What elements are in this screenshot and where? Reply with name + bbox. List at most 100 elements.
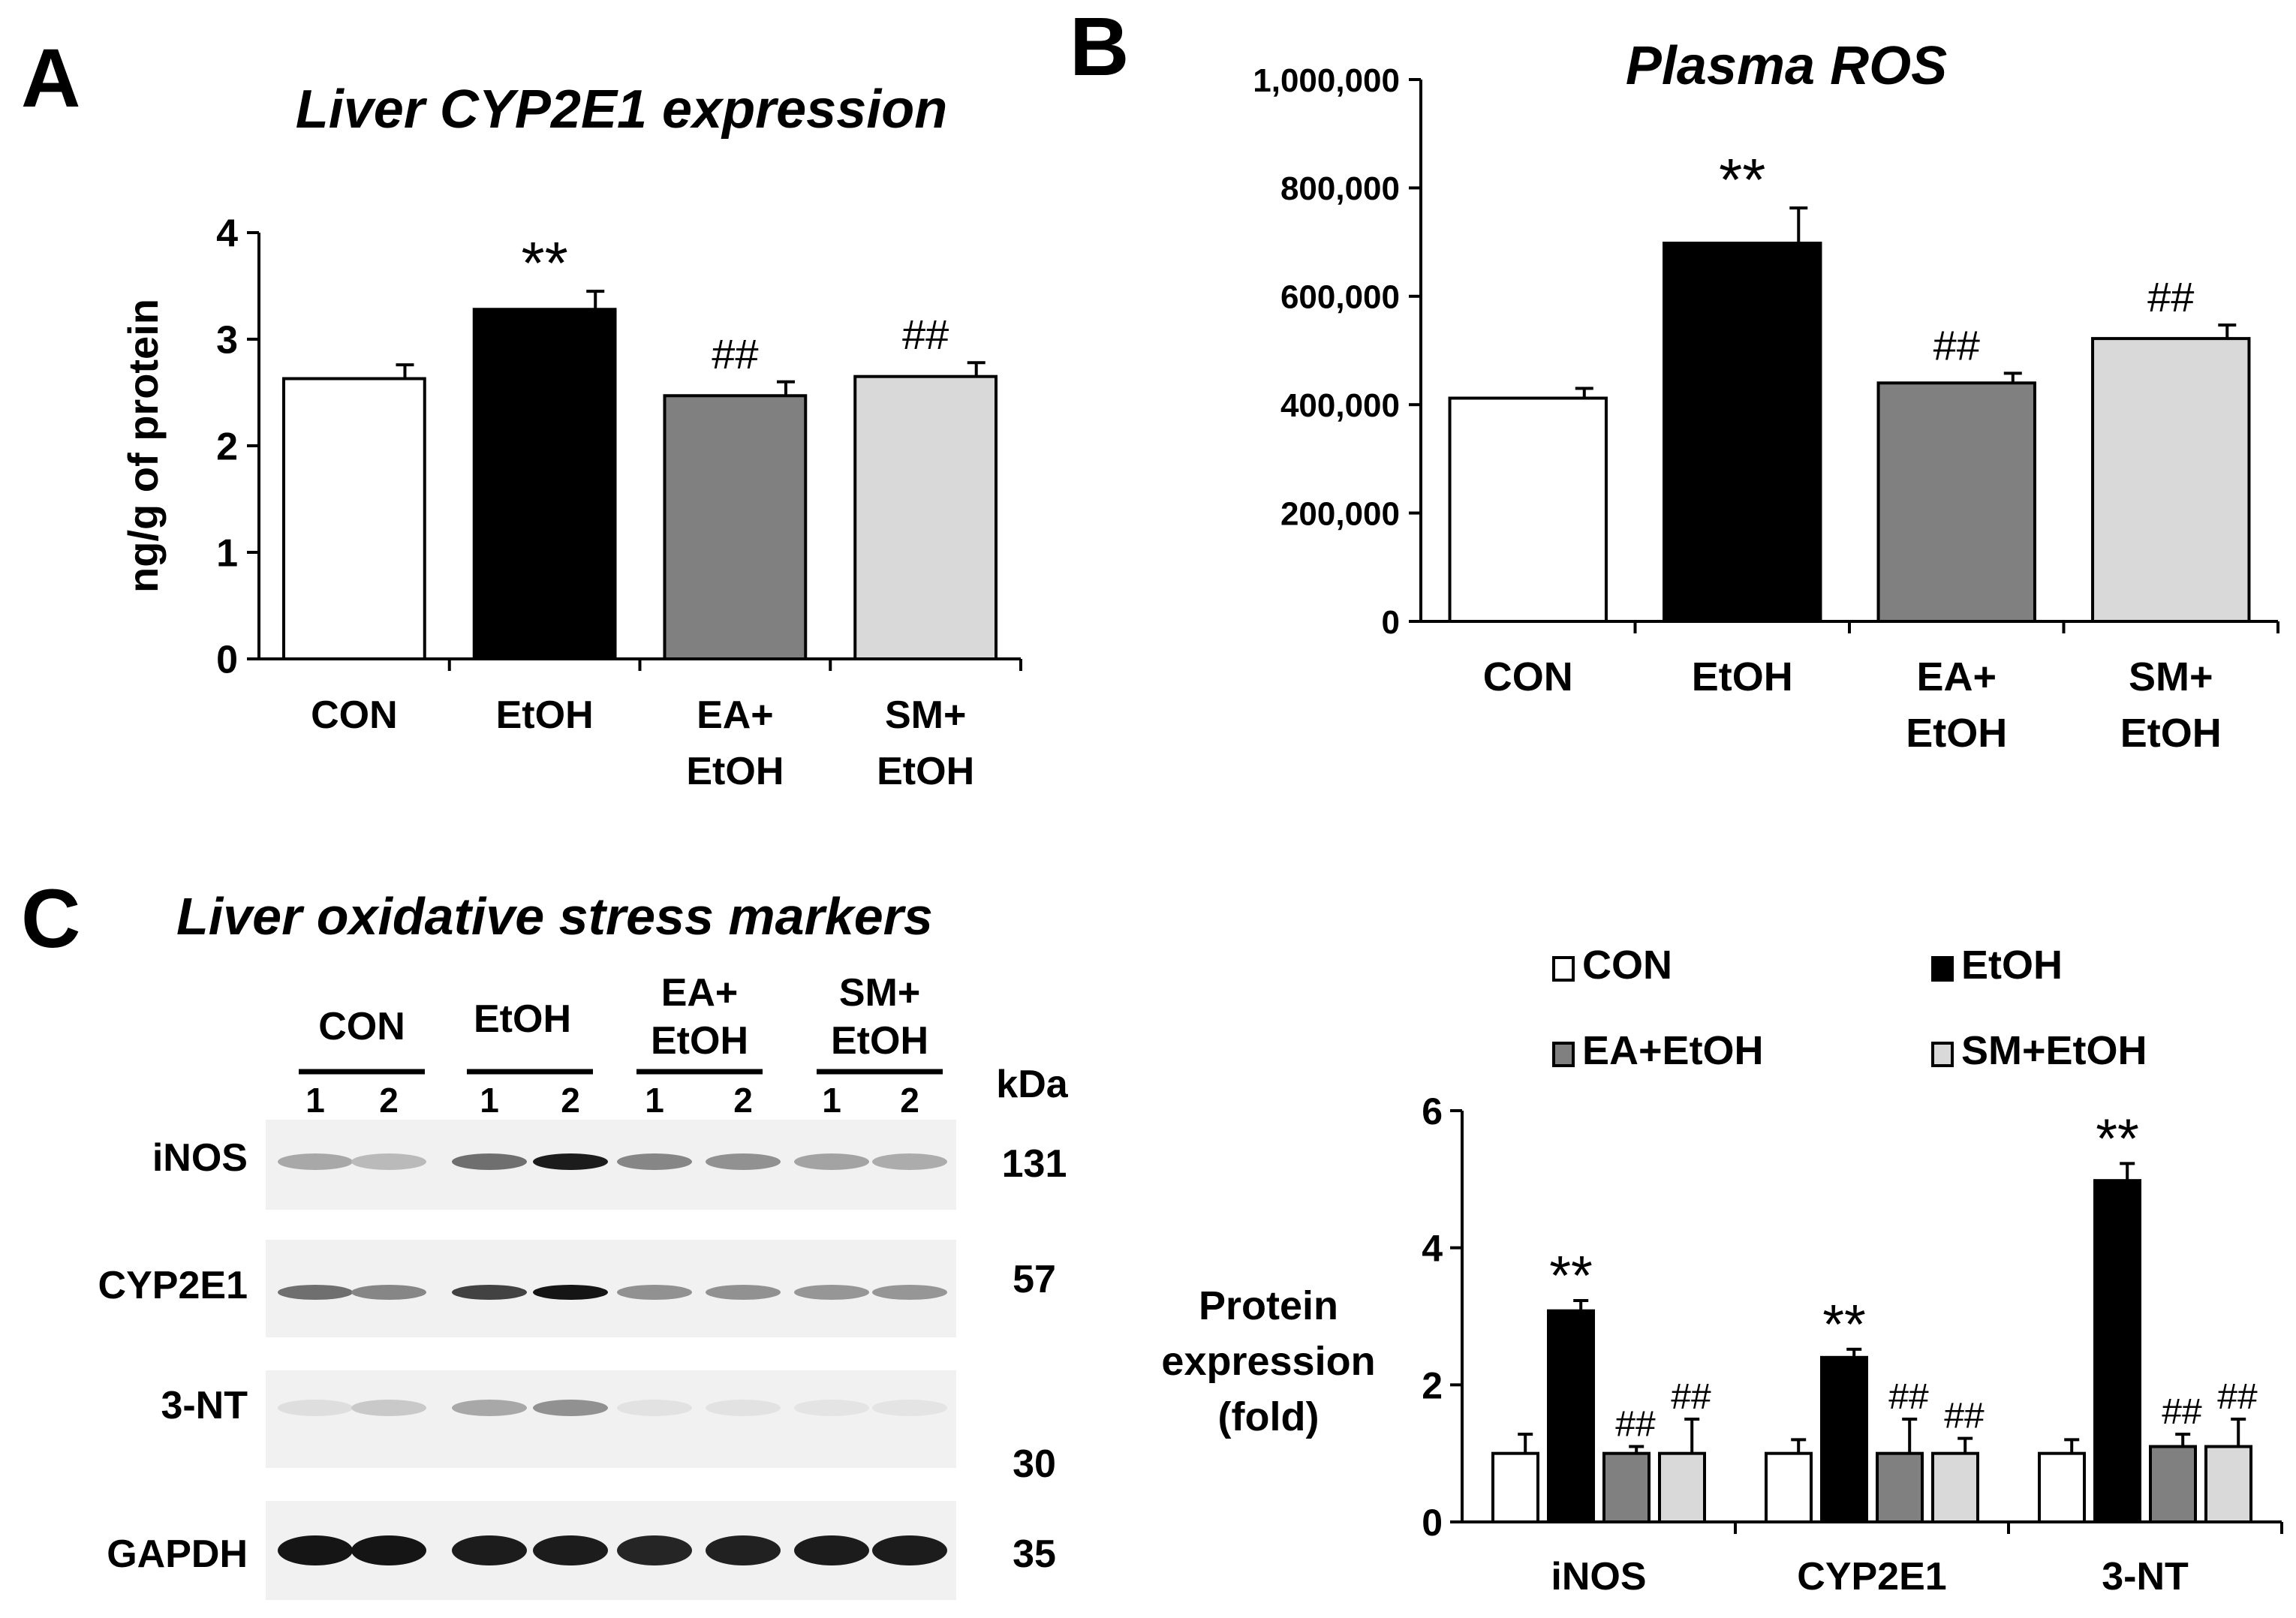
y-tick-label: 0	[216, 639, 238, 682]
blot-title: Liver oxidative stress markers	[176, 887, 933, 946]
y-axis-label: Protein	[1199, 1283, 1338, 1328]
legend-swatch	[1931, 1042, 1954, 1067]
blot-band	[533, 1535, 608, 1565]
blot-band	[278, 1535, 353, 1565]
blot-band	[452, 1400, 527, 1416]
western-blot: Liver oxidative stress markers CON 1 2 EtOH 1…	[98, 887, 1069, 1600]
blot-lane-number: 1	[822, 1081, 841, 1120]
blot-row-label: 3-NT	[161, 1384, 248, 1427]
blot-band	[706, 1400, 781, 1416]
significance-marker: ##	[1615, 1405, 1656, 1445]
significance-marker: **	[1822, 1293, 1866, 1355]
blot-group-label: EtOH	[474, 997, 571, 1041]
legend-swatch	[1552, 956, 1575, 982]
significance-marker: **	[521, 230, 567, 296]
blot-group-label: EA+	[661, 971, 739, 1015]
blot-band	[794, 1400, 869, 1416]
x-category-label: EtOH	[877, 750, 974, 793]
blot-lane-number: 2	[900, 1081, 919, 1120]
x-category-label: EtOH	[1692, 654, 1793, 699]
significance-marker: ##	[2162, 1392, 2202, 1432]
x-category-label: 3-NT	[2102, 1555, 2189, 1598]
significance-marker: ##	[1944, 1397, 1985, 1436]
blot-band	[617, 1400, 692, 1416]
x-category-label: CON	[1483, 654, 1573, 699]
x-category-label: EA+	[1916, 654, 1997, 699]
chart-title: Liver CYP2E1 expression	[296, 80, 947, 140]
y-tick-label: 1,000,000	[1253, 62, 1400, 99]
blot-kda-label: 35	[1013, 1532, 1056, 1576]
x-category-label: EtOH	[1906, 711, 2007, 756]
blot-band	[706, 1535, 781, 1565]
bar	[1658, 1451, 1706, 1523]
bar	[1876, 1451, 1924, 1523]
x-category-label: SM+	[2129, 654, 2213, 699]
blot-band	[872, 1285, 947, 1300]
blot-band	[351, 1285, 426, 1300]
legend-label: CON	[1582, 943, 1672, 988]
blot-band	[452, 1535, 527, 1565]
y-tick-label: 1	[216, 532, 238, 576]
blot-band	[706, 1153, 781, 1170]
bar	[1820, 1355, 1868, 1524]
y-tick-label: 4	[216, 212, 238, 256]
blot-band	[794, 1153, 869, 1170]
x-category-label: SM+	[885, 693, 966, 737]
blot-band	[452, 1153, 527, 1170]
blot-band	[351, 1153, 426, 1170]
blot-band	[278, 1153, 353, 1170]
blot-lane-number: 1	[480, 1081, 499, 1120]
bar	[1931, 1451, 1979, 1523]
significance-marker: ##	[1671, 1377, 1711, 1417]
y-tick-label: 200,000	[1280, 495, 1400, 532]
y-tick-label: 0	[1422, 1502, 1443, 1544]
x-category-label: iNOS	[1551, 1555, 1646, 1598]
y-tick-label: 800,000	[1280, 170, 1400, 207]
blot-kda-label: 131	[1002, 1142, 1067, 1186]
bar	[663, 394, 808, 660]
blot-band	[533, 1153, 608, 1170]
panel-a: A Liver CYP2E1 expression ng/g of protein…	[21, 32, 1022, 793]
blot-band	[351, 1400, 426, 1416]
x-category-label: CYP2E1	[1797, 1555, 1946, 1598]
blot-band	[617, 1285, 692, 1300]
blot-band	[872, 1153, 947, 1170]
blot-band	[533, 1400, 608, 1416]
bar	[472, 308, 617, 660]
bar	[853, 374, 998, 660]
y-tick-label: 6	[1422, 1090, 1443, 1132]
bar	[2038, 1451, 2086, 1523]
panel-b: B Plasma ROS 0 200,000 400,000 600,000 800,00…	[1070, 1, 2279, 756]
legend-swatch	[1552, 1042, 1575, 1067]
blot-band	[617, 1535, 692, 1565]
blot-row-label: CYP2E1	[98, 1264, 248, 1307]
y-axis-label: expression	[1161, 1339, 1375, 1384]
y-tick-label: 4	[1422, 1228, 1443, 1270]
blot-band	[794, 1535, 869, 1565]
legend-label: EtOH	[1961, 943, 2063, 988]
blot-row-label: GAPDH	[107, 1532, 248, 1576]
blot-kda-label: 30	[1013, 1442, 1056, 1486]
blot-band	[278, 1285, 353, 1300]
y-axis-label: (fold)	[1218, 1394, 1320, 1439]
significance-marker: **	[1719, 146, 1765, 213]
panel-label-b: B	[1070, 1, 1129, 93]
bar	[1602, 1451, 1651, 1523]
y-tick-label: 400,000	[1280, 387, 1400, 424]
x-category-label: CON	[311, 693, 398, 737]
y-tick-label: 3	[216, 319, 238, 362]
significance-marker: ##	[902, 311, 949, 358]
bar	[2204, 1445, 2252, 1523]
y-tick-label: 2	[216, 426, 238, 469]
y-tick-label: 600,000	[1280, 279, 1400, 316]
bar	[1765, 1451, 1813, 1523]
chart-title: Plasma ROS	[1626, 36, 1947, 96]
blot-lane-number: 2	[379, 1081, 399, 1120]
blot-lane-number: 2	[561, 1081, 580, 1120]
x-category-label: EtOH	[496, 693, 594, 737]
blot-group-label: EtOH	[831, 1019, 928, 1063]
blot-band	[794, 1285, 869, 1300]
y-axis-label: ng/g of protein	[119, 299, 167, 593]
